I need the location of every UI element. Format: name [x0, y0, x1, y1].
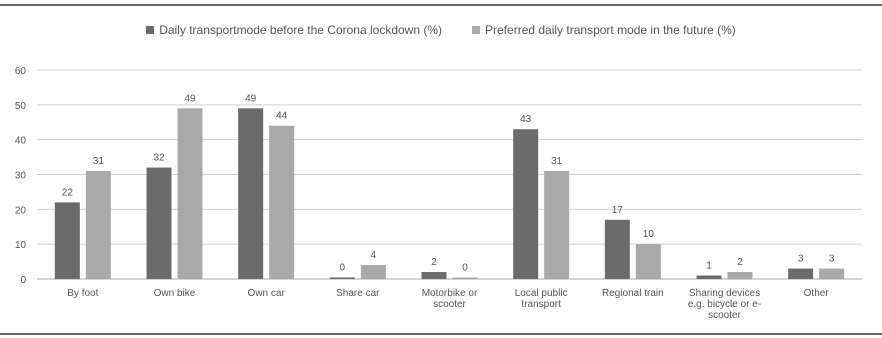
bar-series-1	[788, 268, 814, 279]
data-label: 43	[520, 114, 532, 125]
bar-series-2	[360, 265, 386, 279]
data-label: 32	[153, 153, 165, 164]
data-label: 31	[551, 156, 563, 167]
bar-series-2	[85, 171, 111, 279]
bar-series-2	[727, 272, 753, 279]
data-label: 31	[93, 156, 105, 167]
y-tick-label: 60	[15, 66, 27, 77]
data-label: 3	[798, 254, 804, 265]
x-tick-label: Own car	[248, 288, 286, 299]
data-label: 2	[431, 257, 437, 268]
x-tick-label: Other	[804, 288, 830, 299]
bar-series-1	[54, 202, 80, 279]
y-tick-label: 40	[15, 136, 27, 147]
x-tick-label: Motorbike or scooter	[422, 288, 478, 310]
y-tick-label: 10	[15, 240, 27, 251]
bar-series-1	[604, 219, 630, 279]
legend-item-series-1: Daily transportmode before the Corona lo…	[146, 23, 442, 37]
x-tick-label: Own bike	[154, 288, 196, 299]
data-label: 22	[62, 187, 74, 198]
legend-label-series-2: Preferred daily transport mode in the fu…	[485, 23, 736, 37]
legend: Daily transportmode before the Corona lo…	[0, 23, 882, 37]
bar-series-1	[329, 277, 355, 279]
legend-item-series-2: Preferred daily transport mode in the fu…	[472, 23, 736, 37]
bar-series-1	[696, 275, 722, 279]
data-label: 44	[276, 111, 288, 122]
y-tick-label: 20	[15, 205, 27, 216]
x-tick-label: By foot	[67, 288, 98, 299]
data-label: 4	[371, 250, 377, 261]
x-tick-label: Local public transport	[515, 288, 568, 310]
data-label: 0	[462, 263, 468, 274]
legend-swatch-series-2	[472, 26, 481, 34]
bar-series-2	[635, 244, 661, 279]
y-tick-label: 0	[20, 275, 26, 286]
data-label: 17	[612, 205, 624, 216]
bar-series-2	[177, 108, 203, 279]
x-tick-label: Regional train	[602, 288, 664, 299]
bar-series-2	[269, 125, 295, 279]
data-label: 3	[829, 254, 835, 265]
data-label: 0	[340, 263, 346, 274]
bar-series-1	[421, 272, 447, 279]
legend-label-series-1: Daily transportmode before the Corona lo…	[159, 23, 443, 37]
y-tick-label: 50	[15, 101, 27, 112]
legend-swatch-series-1	[146, 26, 155, 34]
x-tick-label: Sharing devices e.g. bicycle or e-scooter	[688, 288, 761, 321]
data-label: 10	[643, 229, 655, 240]
x-tick-label: Share car	[336, 288, 380, 299]
bar-series-2	[544, 171, 570, 279]
bar-series-1	[146, 167, 172, 279]
data-label: 49	[184, 93, 196, 104]
bar-series-1	[238, 108, 264, 279]
data-label: 49	[245, 93, 257, 104]
bar-series-2	[452, 277, 478, 279]
data-label: 1	[706, 261, 712, 272]
data-label: 2	[737, 257, 743, 268]
y-tick-label: 30	[15, 171, 27, 182]
bar-series-2	[819, 268, 845, 279]
bar-series-1	[513, 129, 539, 279]
